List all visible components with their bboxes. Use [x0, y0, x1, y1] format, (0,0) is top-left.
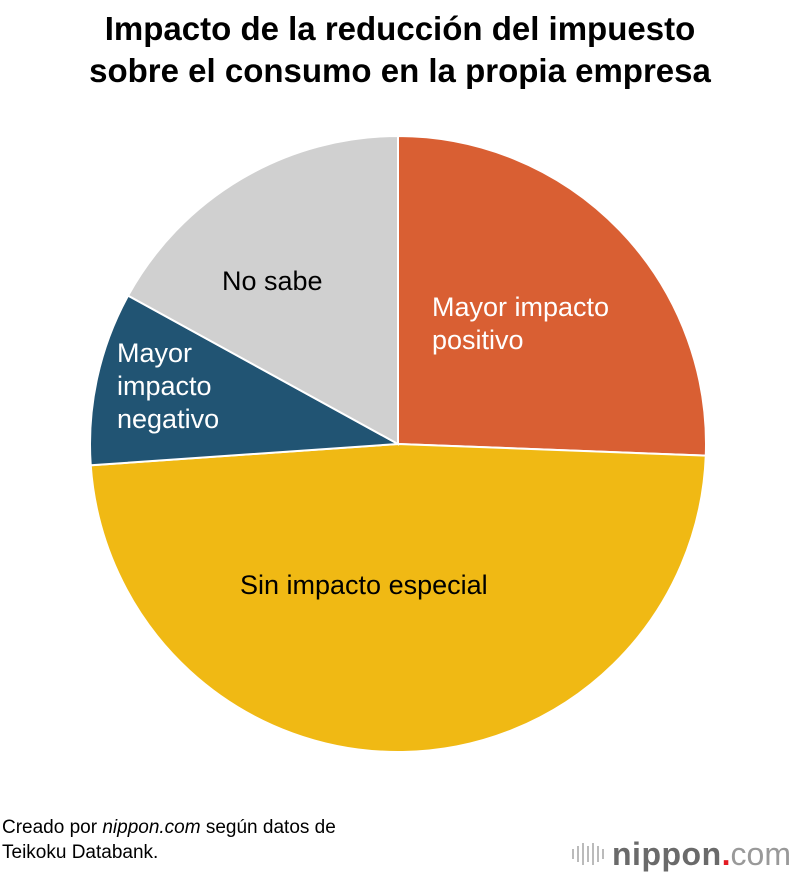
pie-slice-4 — [126, 134, 399, 446]
pie-slice-3 — [89, 294, 402, 467]
slice-label-1: Mayor impacto positivo — [432, 292, 609, 355]
pie-slice-1 — [397, 134, 707, 457]
logo-dot: . — [721, 835, 731, 872]
source-prefix: Creado por — [2, 817, 103, 838]
slice-label-4: No sabe — [222, 266, 323, 296]
source-line-2: Teikoku Databank. — [2, 842, 159, 863]
slice-label-3: Mayor impacto negativo — [117, 338, 219, 434]
source-suffix: según datos de — [200, 817, 336, 838]
logo-bars-icon — [572, 843, 604, 865]
title-line-1: Impacto de la reducción del impuesto — [104, 10, 696, 47]
source-note: Creado por nippon.com según datos de Tei… — [2, 815, 336, 865]
nippon-logo: nippon. com — [572, 836, 791, 872]
source-site: nippon.com — [102, 817, 201, 838]
slice-label-2: Sin impacto especial — [240, 570, 488, 600]
chart-title: Impacto de la reducción del impuesto sob… — [0, 8, 800, 92]
pie-slice-2 — [89, 442, 707, 753]
logo-main: nippon — [612, 835, 722, 872]
title-line-2: sobre el consumo en la propia empresa — [89, 52, 711, 89]
logo-tld: com — [730, 835, 791, 872]
